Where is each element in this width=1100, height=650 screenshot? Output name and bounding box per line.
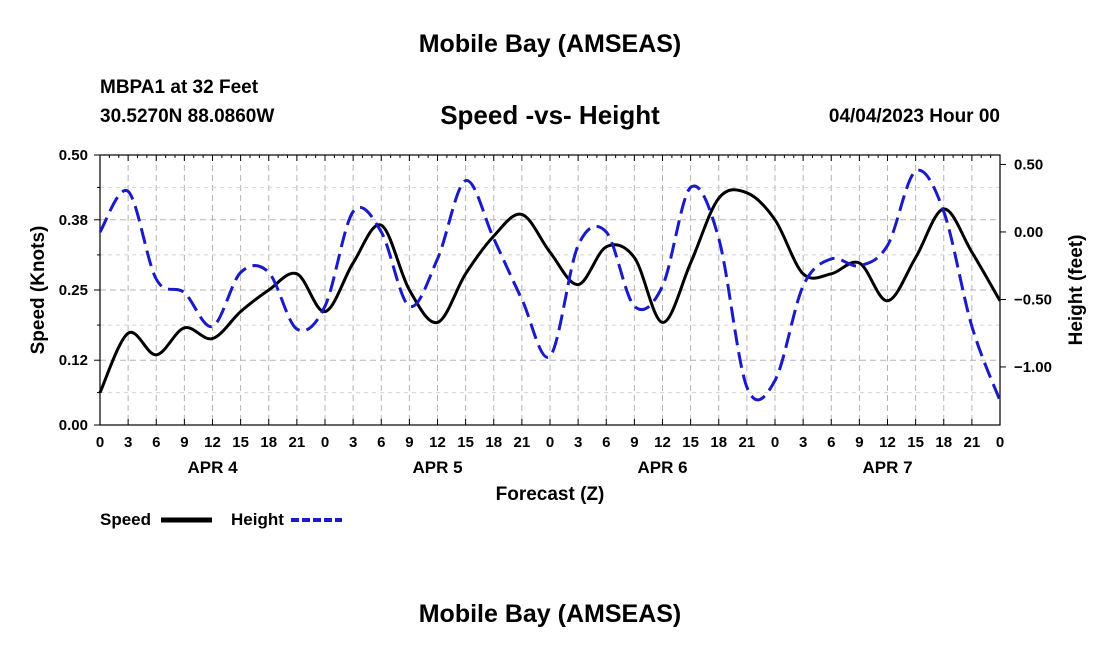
y-axis-label: Speed (Knots) [28, 226, 49, 355]
y-tick-label: 0.00 [59, 417, 88, 434]
legend-speed-label: Speed [100, 510, 151, 529]
legend: Speed Height [100, 510, 342, 529]
chart-title: Speed -vs- Height [440, 100, 660, 130]
x-tick-label: 9 [180, 434, 188, 451]
y2-tick-label: −0.50 [1014, 291, 1052, 308]
x-tick-label: 9 [855, 434, 863, 451]
x-tick-label: 21 [514, 434, 531, 451]
x-tick-label: 12 [879, 434, 896, 451]
y-tick-label: 0.50 [59, 147, 88, 164]
y2-tick-label: 0.00 [1014, 224, 1043, 241]
day-label: APR 6 [637, 458, 687, 477]
station-coords: 30.5270N 88.0860W [100, 106, 275, 127]
x-tick-label: 6 [827, 434, 835, 451]
run-time: 04/04/2023 Hour 00 [828, 106, 1000, 127]
x-tick-label: 21 [739, 434, 756, 451]
station-name: MBPA1 at 32 Feet [100, 77, 259, 98]
x-tick-label: 15 [907, 434, 924, 451]
x-tick-label: 6 [602, 434, 610, 451]
grid [99, 154, 1001, 426]
x-tick-label: 0 [771, 434, 779, 451]
plot-frame [99, 154, 1001, 426]
x-tick-label: 9 [405, 434, 413, 451]
x-tick-label: 15 [682, 434, 699, 451]
x-tick-label: 18 [935, 434, 952, 451]
day-label: APR 4 [187, 458, 238, 477]
x-tick-label: 3 [799, 434, 807, 451]
legend-height-label: Height [231, 510, 284, 529]
chart: 0 3 6 9 12 15 18 21 0 3 6 9 12 15 18 21 0 3 6 9 12 15 18 21 0 3 6 9… [28, 147, 1087, 529]
x-tick-label: 15 [457, 434, 474, 451]
x-tick-label: 18 [710, 434, 727, 451]
x-tick-label: 9 [630, 434, 638, 451]
y2-tick-label: 0.50 [1014, 156, 1043, 173]
x-tick-label: 12 [429, 434, 446, 451]
x-tick-label: 6 [377, 434, 385, 451]
x-tick-label: 18 [260, 434, 277, 451]
day-label: APR 7 [862, 458, 912, 477]
y2-axis-label: Height (feet) [1066, 235, 1087, 346]
x-tick-label: 12 [654, 434, 671, 451]
x-tick-label: 0 [546, 434, 554, 451]
y-tick-label: 0.25 [59, 282, 88, 299]
x-tick-label: 6 [152, 434, 160, 451]
x-tick-label: 21 [964, 434, 981, 451]
tick-labels: 0 3 6 9 12 15 18 21 0 3 6 9 12 15 18 21 0 3 6 9 12 15 18 21 0 3 6 9… [59, 147, 1052, 477]
series-layer [98, 168, 1002, 402]
x-tick-label: 18 [485, 434, 502, 451]
x-tick-label: 0 [321, 434, 329, 451]
footer-title: Mobile Bay (AMSEAS) [418, 600, 682, 628]
x-tick-label: 12 [204, 434, 221, 451]
x-tick-label: 0 [96, 434, 104, 451]
x-tick-label: 3 [349, 434, 357, 451]
page-title: Mobile Bay (AMSEAS) [418, 30, 682, 58]
x-axis-label: Forecast (Z) [496, 484, 605, 505]
y-tick-label: 0.38 [59, 212, 88, 229]
y-tick-label: 0.12 [59, 352, 88, 369]
x-tick-label: 0 [996, 434, 1004, 451]
x-tick-label: 21 [289, 434, 306, 451]
y2-tick-label: −1.00 [1014, 359, 1052, 376]
x-tick-label: 3 [574, 434, 582, 451]
series-line-height [98, 168, 1002, 402]
x-tick-label: 3 [124, 434, 132, 451]
x-tick-label: 15 [232, 434, 249, 451]
day-label: APR 5 [412, 458, 462, 477]
